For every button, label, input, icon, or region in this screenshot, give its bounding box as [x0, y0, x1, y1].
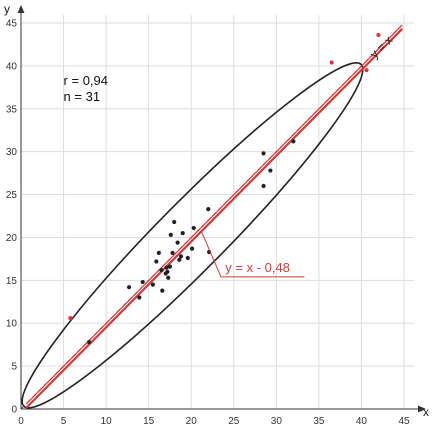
data-point [165, 269, 170, 274]
x-tick-label: 45 [398, 416, 410, 427]
y-tick-label: 30 [6, 147, 18, 158]
regression-callout-line [200, 231, 305, 278]
x-tick-label: 15 [143, 416, 155, 427]
data-point [180, 231, 185, 236]
y-tick-label: 40 [6, 61, 18, 72]
x-tick-label: 25 [228, 416, 240, 427]
x-tick-label: 5 [61, 416, 67, 427]
x-tick-labels: 0 5 10 15 20 25 30 35 40 45 [18, 416, 410, 427]
outlier-point [364, 68, 369, 73]
y-tick-label: 5 [11, 362, 17, 373]
data-point [175, 240, 180, 245]
regression-line [25, 28, 404, 409]
y-tick-label: 45 [6, 19, 18, 30]
y-tick-label: 0 [11, 405, 17, 416]
x-tick-label: 35 [313, 416, 325, 427]
y-tick-label: 20 [6, 233, 18, 244]
stat-n: n = 31 [64, 89, 101, 104]
data-point [154, 259, 159, 264]
y-axis-arrow [17, 5, 25, 13]
data-point [164, 265, 169, 270]
stat-r: r = 0,94 [64, 73, 108, 88]
data-point [159, 267, 164, 273]
identity-line-label: y = x [367, 33, 395, 61]
data-point [261, 151, 266, 156]
data-point [178, 254, 184, 259]
y-tick-labels: 0 5 10 15 20 25 30 35 40 45 [6, 19, 18, 416]
outlier-point [376, 32, 381, 38]
x-axis-arrow [418, 405, 426, 413]
data-point [126, 285, 132, 290]
data-point [206, 207, 211, 212]
x-tick-label: 0 [18, 416, 24, 427]
x-axis-label: x [423, 405, 429, 419]
x-tick-label: 30 [271, 416, 283, 427]
data-point [150, 282, 156, 287]
data-point [189, 246, 195, 251]
data-point [191, 225, 196, 231]
y-axis-label: y [4, 2, 10, 16]
x-tick-label: 20 [186, 416, 198, 427]
data-point [168, 232, 173, 237]
data-point [268, 168, 273, 173]
data-point [170, 250, 175, 255]
data-point [160, 288, 165, 293]
outlier-point [329, 60, 334, 65]
axes [17, 5, 426, 413]
y-tick-label: 15 [6, 276, 18, 287]
y-tick-label: 10 [6, 319, 18, 330]
data-points [68, 32, 381, 345]
regression-label: y = x - 0,48 [225, 260, 290, 275]
x-tick-label: 10 [101, 416, 113, 427]
y-tick-label: 25 [6, 190, 18, 201]
outlier-point [68, 315, 73, 321]
data-point [172, 219, 177, 225]
data-point [185, 255, 190, 261]
data-point [177, 257, 182, 262]
data-point [261, 183, 266, 189]
x-tick-label: 40 [356, 416, 368, 427]
data-point [167, 264, 173, 269]
data-point [291, 139, 296, 144]
y-tick-label: 35 [6, 104, 18, 115]
data-point [86, 339, 92, 345]
grid [21, 15, 414, 409]
data-point [137, 295, 142, 300]
data-point [140, 279, 145, 285]
data-point [166, 275, 171, 280]
data-point [156, 250, 161, 255]
